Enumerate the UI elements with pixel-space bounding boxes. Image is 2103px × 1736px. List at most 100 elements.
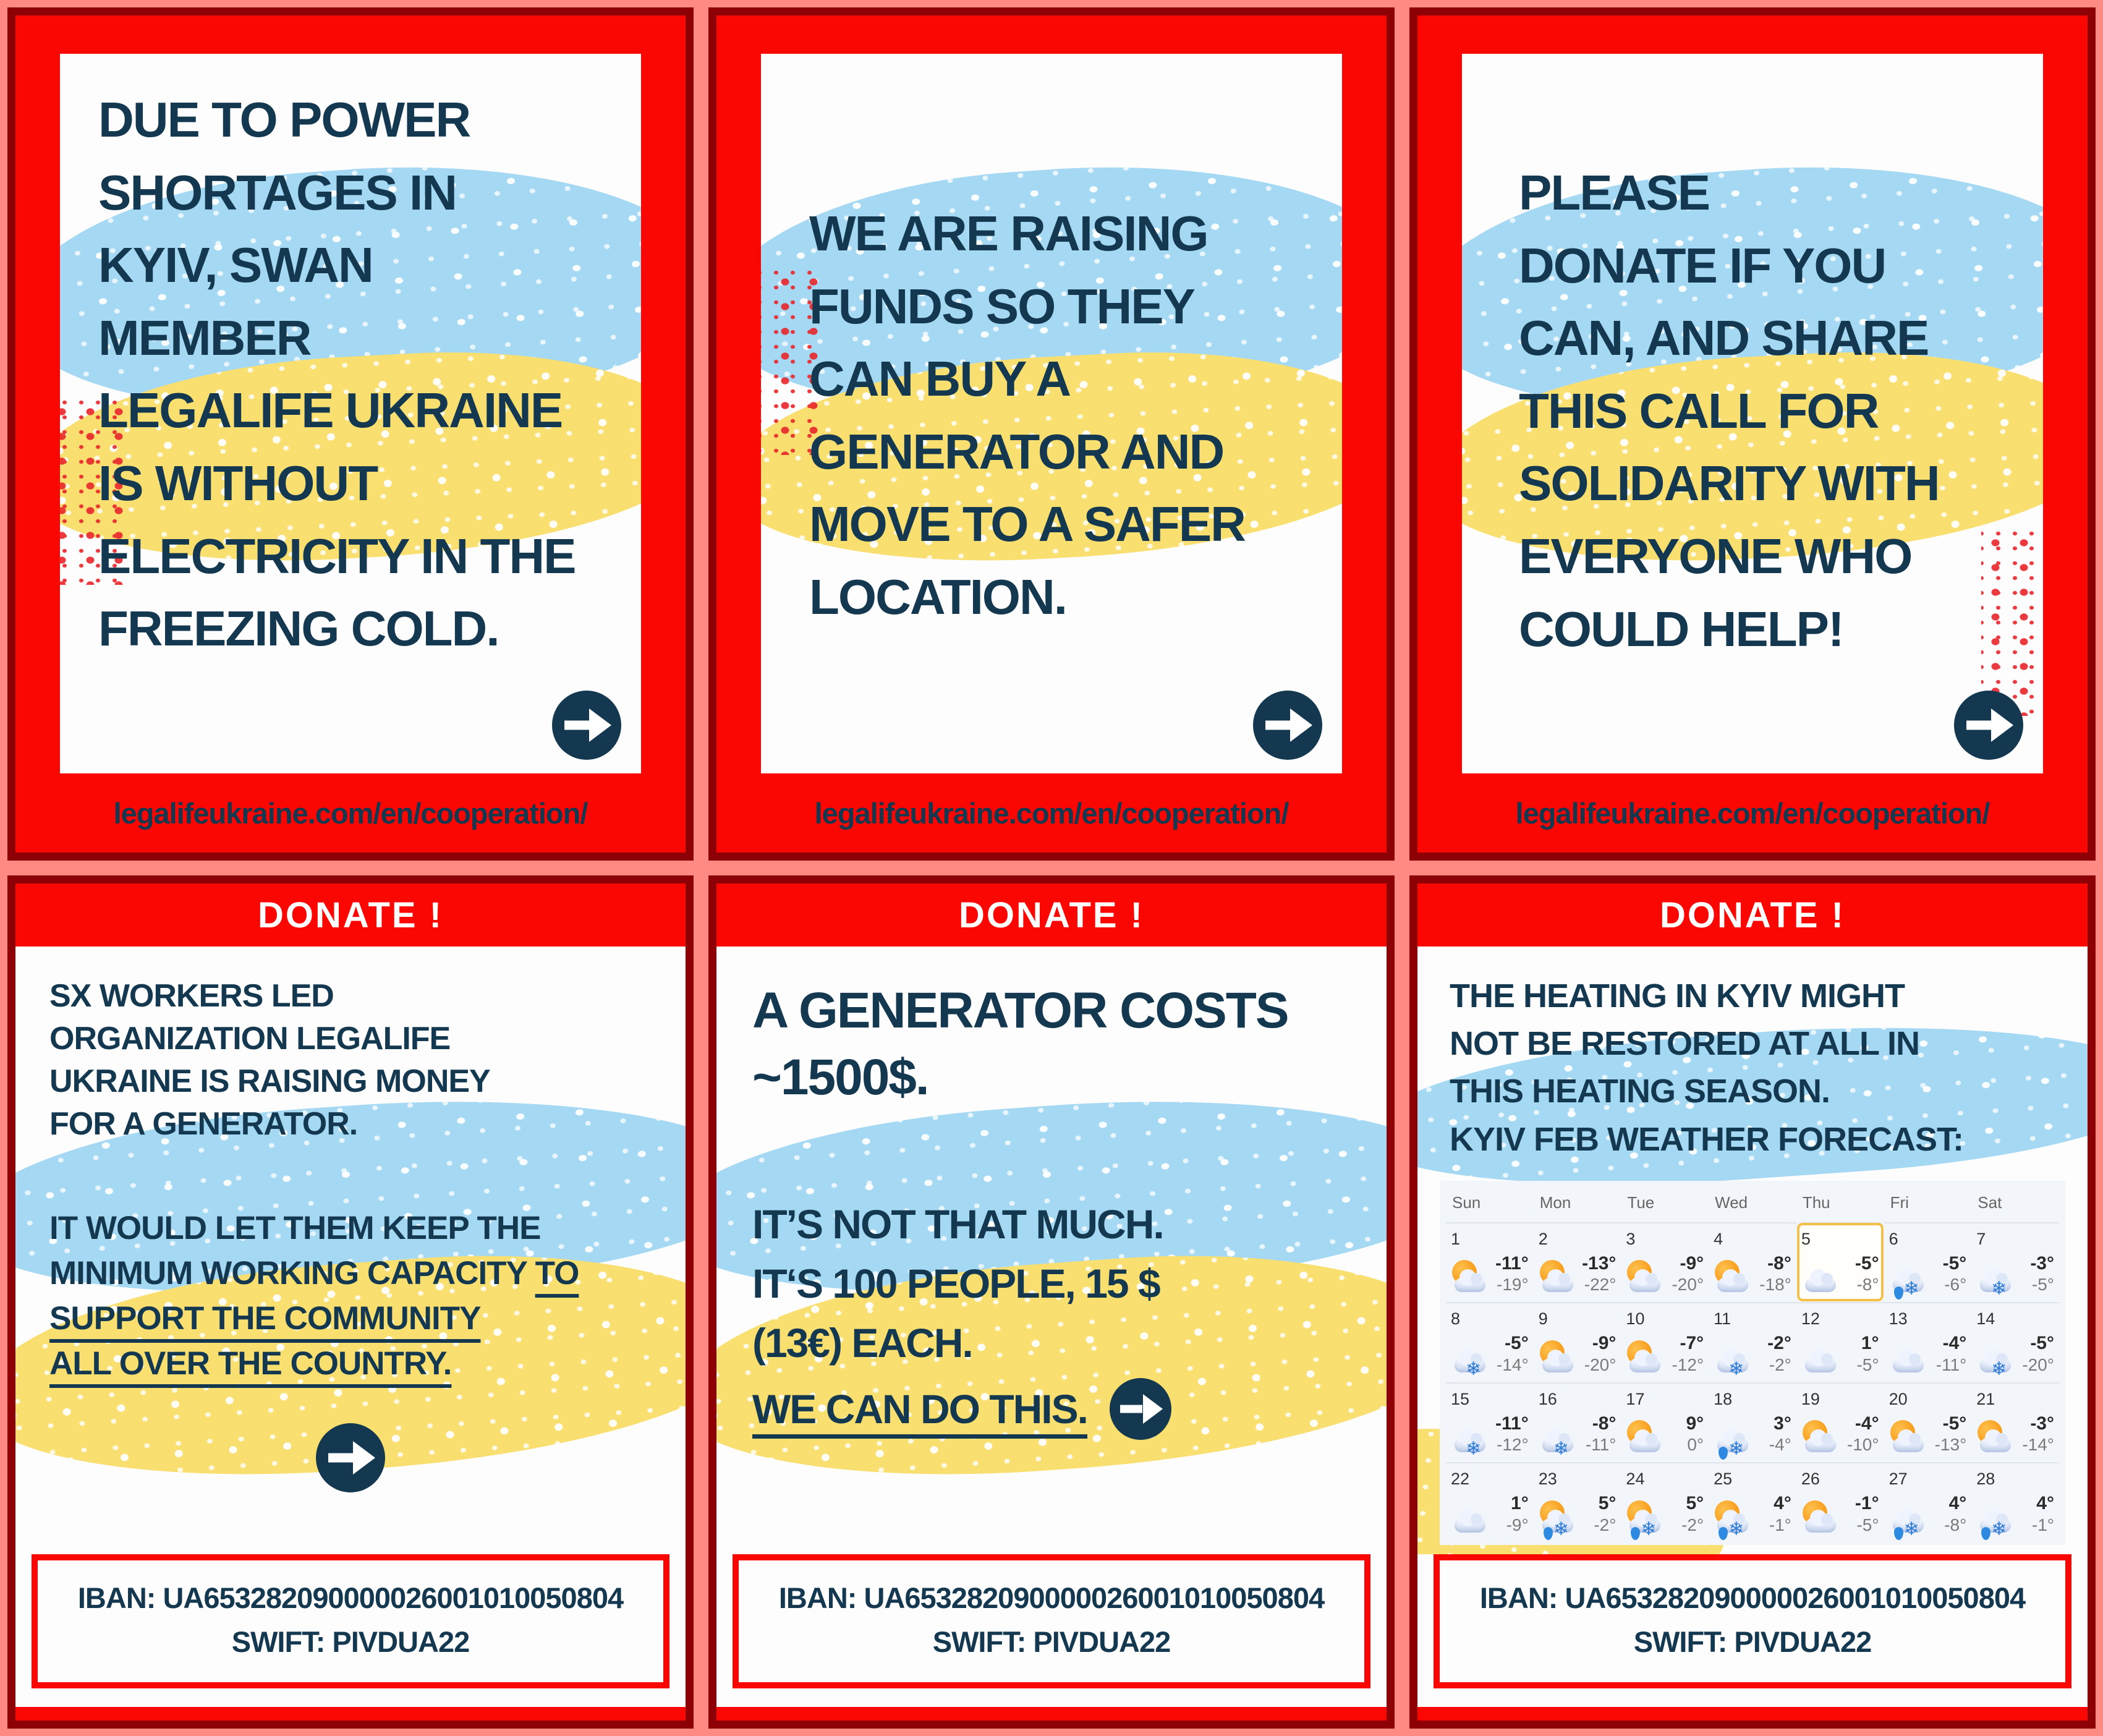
weather-day-cell: 23 ❄ 5° -2° [1533,1462,1621,1542]
weather-day-number: 24 [1626,1470,1645,1489]
panel-4: DONATE ! SX WORKERS LED ORGANIZATION LEG… [0,868,701,1736]
cloud-icon [1889,1340,1927,1375]
weather-temps: -13° -22° [1582,1253,1616,1295]
weather-temps: 5° -2° [1594,1492,1616,1534]
panel-1: DUE TO POWER SHORTAGES IN KYIV, SWAN MEM… [0,0,701,868]
panel-1-card: DUE TO POWER SHORTAGES IN KYIV, SWAN MEM… [60,54,641,773]
low-temp: -13° [1934,1435,1967,1455]
cloud-snow-icon: ❄ [1976,1260,2015,1299]
low-temp: 0° [1687,1435,1704,1455]
url-link[interactable]: legalifeukraine.com/en/cooperation/ [814,796,1289,830]
high-temp: 4° [1774,1493,1791,1514]
cloud-icon [1801,1340,1840,1375]
high-temp: -13° [1582,1253,1617,1274]
arrow-circle-icon[interactable] [1253,691,1322,760]
weather-day-number: 28 [1976,1470,1995,1489]
high-temp: -4° [1942,1333,1967,1354]
cloud-rain-snow-icon: ❄ [1714,1420,1752,1460]
high-temp: -5° [1942,1413,1967,1434]
high-temp: 3° [1774,1413,1791,1434]
weather-temps: -3° -14° [2022,1413,2054,1455]
low-temp: -20° [1672,1275,1704,1295]
high-temp: -5° [1854,1253,1879,1274]
weather-day-cell: 6 ❄ -5° -6° [1884,1222,1972,1302]
weather-day-number: 12 [1801,1309,1820,1329]
weather-day-number: 13 [1888,1309,1908,1329]
weather-temps: -4° -11° [1936,1332,1967,1374]
low-temp: -2° [1681,1515,1704,1534]
low-temp: -1° [1769,1515,1791,1534]
weather-day-cell: 7 ❄ -3° -5° [1971,1222,2059,1302]
iban-box: IBAN: UA653282090000026001010050804 SWIF… [733,1554,1370,1688]
low-temp: -22° [1584,1275,1617,1295]
high-temp: -9° [1592,1333,1617,1354]
weather-day-number: 1 [1451,1229,1461,1248]
cloud-rain-snow-icon: ❄ [1976,1500,2015,1540]
panel-4-body: SX WORKERS LED ORGANIZATION LEGALIFE UKR… [15,947,686,1554]
high-temp: 5° [1598,1493,1617,1514]
paragraph-2-underlined: TO SUPPORT THE COMMUNITY ALL OVER THE CO… [49,1254,579,1382]
weather-temps: 1° -5° [1856,1332,1879,1374]
weather-day-number: 26 [1801,1470,1820,1489]
low-temp: -10° [1846,1435,1879,1455]
url-band: legalifeukraine.com/en/cooperation/ [60,773,641,853]
weather-day-cell: 16 ❄ -8° -11° [1533,1382,1621,1462]
cloud-snow-icon: ❄ [1976,1340,2015,1379]
iban-line: IBAN: UA653282090000026001010050804 [77,1581,624,1614]
weather-day-cell: 1 -11° -19° [1446,1222,1534,1302]
sun-behind-cloud-icon [1451,1260,1489,1295]
weather-day-number: 19 [1801,1389,1820,1408]
weather-day-number: 14 [1976,1309,1995,1329]
weather-day-of-week: Wed [1715,1193,1748,1212]
weather-day-cell: 24 ❄ 5° -2° [1621,1462,1709,1542]
paint-splatter [761,270,823,456]
weather-grid: Sun Mon Tue Wed Thu Fri Sat 1 -11° -19° 2 -13° -22° 3… [1440,1180,2065,1545]
weather-day-number: 8 [1451,1309,1461,1329]
low-temp: -5° [1856,1515,1879,1534]
panel-1-headline: DUE TO POWER SHORTAGES IN KYIV, SWAN MEM… [98,92,576,657]
weather-day-of-week: Sun [1452,1193,1481,1212]
weather-day-number: 2 [1538,1229,1548,1248]
weather-day-cell: 13 -4° -11° [1884,1302,1972,1382]
panel-6-card: DONATE ! THE HEATING IN KYIV MIGHT NOT B… [1417,883,2088,1707]
weather-temps: -5° -8° [1855,1253,1879,1295]
donate-label: DONATE ! [257,895,443,935]
arrow-circle-icon[interactable] [1954,691,2023,760]
arrow-circle-icon[interactable] [1110,1377,1171,1440]
arrow-circle-icon[interactable] [552,691,621,760]
low-temp: -8° [1944,1515,1967,1534]
weather-temps: -9° -20° [1672,1253,1704,1295]
weather-day-of-week: Fri [1890,1193,1909,1212]
weather-day-cell: 8 ❄ -5° -14° [1446,1302,1534,1382]
arrow-circle-icon[interactable] [316,1423,385,1493]
sun-cloud-rain-snow-icon: ❄ [1626,1500,1664,1540]
weather-day-number: 25 [1714,1470,1733,1489]
weather-day-number: 15 [1451,1389,1470,1408]
low-temp: -5° [1856,1355,1879,1374]
low-temp: -2° [1594,1515,1617,1534]
cloud-snow-icon: ❄ [1539,1420,1577,1459]
weather-temps: -11° -19° [1495,1253,1529,1295]
weather-temps: -8° -18° [1759,1253,1791,1295]
url-link[interactable]: legalifeukraine.com/en/cooperation/ [113,796,588,830]
panel-5-body: A GENERATOR COSTS ~1500$. IT’S NOT THAT … [716,947,1387,1554]
sun-behind-cloud-icon [1714,1260,1752,1295]
weather-day-cell: 10 -7° -12° [1621,1302,1709,1382]
weather-day-number: 27 [1888,1470,1908,1489]
low-temp: -5° [2031,1275,2054,1295]
url-link[interactable]: legalifeukraine.com/en/cooperation/ [1515,796,1990,830]
arrow-head [1143,1393,1163,1424]
low-temp: -12° [1672,1355,1704,1374]
panel-4-paragraph-2: IT WOULD LET THEM KEEP THE MINIMUM WORKI… [15,1146,686,1387]
swift-line: SWIFT: PIVDUA22 [231,1625,470,1658]
weather-day-cell: 21 -3° -14° [1971,1382,2059,1462]
weather-day-number: 16 [1538,1389,1557,1408]
high-temp: -5° [1942,1253,1967,1274]
arrow-head [1290,708,1312,742]
weather-day-cell: 19 -4° -10° [1796,1382,1884,1462]
low-temp: -20° [2022,1355,2054,1374]
weather-temps: 5° -2° [1681,1492,1704,1534]
cloud-rain-snow-icon: ❄ [1889,1500,1927,1540]
weather-day-number: 11 [1714,1309,1731,1329]
